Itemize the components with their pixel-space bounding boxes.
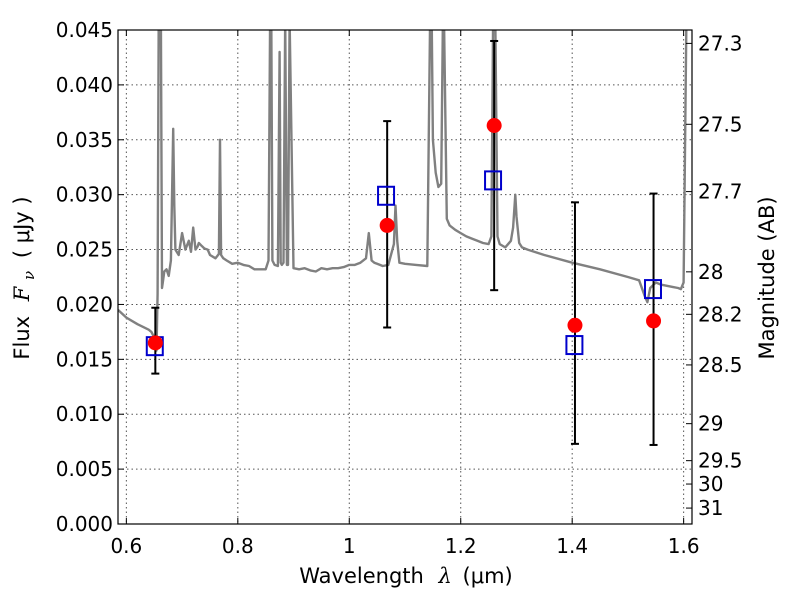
- y-tick-label: 0.010: [56, 402, 113, 426]
- y2-tick-label: 29: [698, 412, 723, 436]
- y-axis-label: Flux F ν ( μJy ): [10, 196, 39, 359]
- x-tick-label: 1.6: [668, 534, 700, 558]
- x-tick-label: 0.8: [222, 534, 254, 558]
- y2-tick-label: 29.5: [698, 449, 743, 473]
- spectrum-line: [118, 30, 688, 352]
- x-tick-label: 0.6: [110, 534, 142, 558]
- model-point-square: [643, 279, 662, 300]
- y2-tick-label: 27.7: [698, 180, 743, 204]
- y-tick-label: 0.040: [56, 73, 113, 97]
- model-point-square: [484, 170, 503, 191]
- x-tick-label: 1.2: [445, 534, 477, 558]
- observed-point: [379, 217, 395, 233]
- y2-tick-label: 28.2: [698, 302, 743, 326]
- y2-tick-label: 28: [698, 260, 723, 284]
- y-tick-label: 0.030: [56, 183, 113, 207]
- observed-point: [486, 118, 502, 134]
- x-tick-label: 1.4: [556, 534, 588, 558]
- y2-tick-label: 31: [698, 496, 723, 520]
- plot-frame: [117, 29, 693, 525]
- y2-tick-label: 30: [698, 472, 723, 496]
- model-point-square: [377, 185, 396, 206]
- y-tick-label: 0.015: [56, 347, 113, 371]
- photometry-points: [145, 39, 662, 446]
- observed-point: [567, 317, 583, 333]
- observed-point: [646, 313, 662, 329]
- y2-axis-label: Magnitude (AB): [755, 196, 779, 359]
- x-axis-label: Wavelength λ (μm): [299, 564, 512, 588]
- y-tick-label: 0.000: [56, 512, 113, 536]
- y2-tick-label: 28.5: [698, 353, 743, 377]
- y2-tick-label: 27.5: [698, 112, 743, 136]
- y-tick-label: 0.035: [56, 128, 113, 152]
- y2-tick-label: 27.3: [698, 31, 743, 55]
- x-tick-label: 1: [343, 534, 356, 558]
- model-point-square: [565, 335, 584, 356]
- y-tick-label: 0.005: [56, 457, 113, 481]
- observed-point: [147, 335, 163, 351]
- axis-ticks: 0.6 0.8 1 1.2 1.4 1.6 0.000 0.005 0.010 0.015 0.02…: [56, 18, 743, 558]
- y-tick-label: 0.020: [56, 292, 113, 316]
- model-spectrum: [118, 30, 688, 352]
- y-tick-label: 0.045: [56, 18, 113, 42]
- y-tick-label: 0.025: [56, 238, 113, 262]
- grid-lines: [118, 29, 692, 525]
